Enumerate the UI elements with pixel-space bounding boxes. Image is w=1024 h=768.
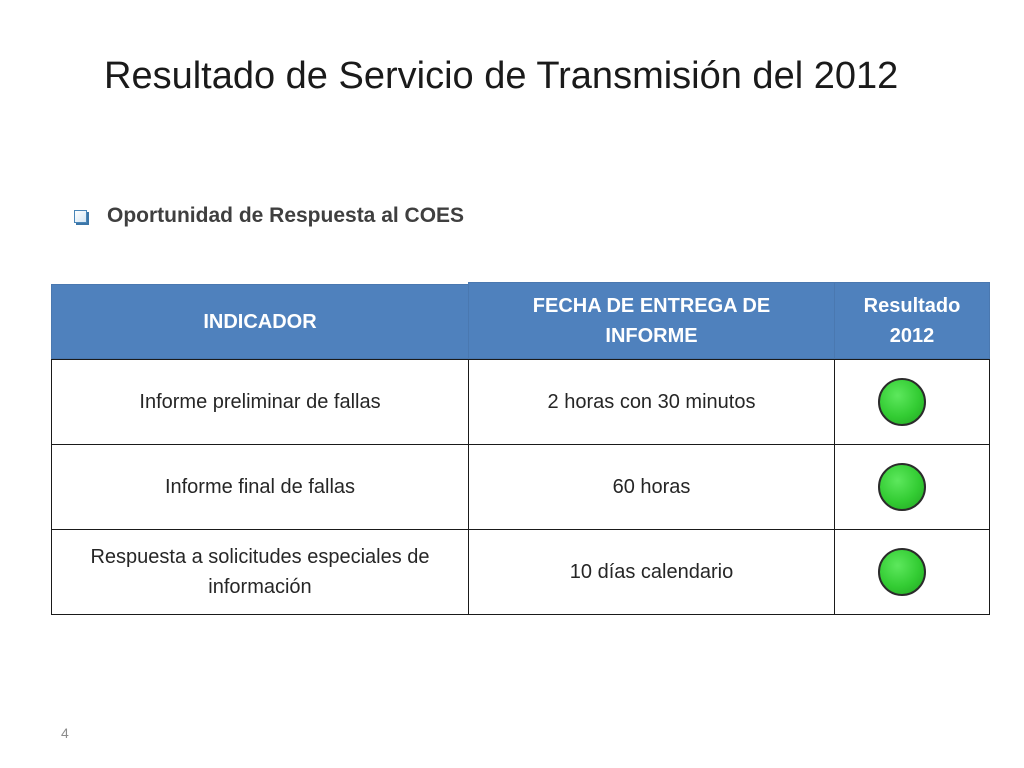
bullet-text: Oportunidad de Respuesta al COES (107, 204, 465, 227)
header-resultado-line2: 2012 (889, 324, 935, 347)
row-2-fecha-label: 60 horas (612, 476, 691, 498)
row-2-resultado (834, 444, 990, 530)
green-circle-icon (878, 378, 926, 426)
row-1-indicador: Informe preliminar de fallas (51, 359, 469, 445)
row-2-fecha: 60 horas (468, 444, 835, 530)
hollow-square-bullet-icon (74, 209, 87, 223)
row-3-resultado (834, 529, 990, 615)
header-resultado-line1: Resultado (863, 294, 961, 317)
page-number: 4 (61, 725, 69, 741)
header-fecha-line2: INFORME (605, 324, 698, 347)
slide-title: Resultado de Servicio de Transmisión del… (104, 55, 899, 97)
bullet-line: Oportunidad de Respuesta al COES (74, 201, 464, 231)
row-1-fecha: 2 horas con 30 minutos (468, 359, 835, 445)
header-resultado: Resultado 2012 (834, 282, 990, 359)
header-indicador-label: INDICADOR (203, 310, 317, 333)
row-3-indicador-line1: Respuesta a solicitudes especiales de (90, 546, 430, 568)
header-fecha: FECHA DE ENTREGA DE INFORME (468, 282, 835, 359)
row-1-fecha-label: 2 horas con 30 minutos (547, 391, 756, 413)
row-3-indicador: Respuesta a solicitudes especiales de in… (51, 529, 469, 615)
row-3-fecha: 10 días calendario (468, 529, 835, 615)
row-2-indicador: Informe final de fallas (51, 444, 469, 530)
green-circle-icon (878, 463, 926, 511)
row-3-fecha-label: 10 días calendario (569, 561, 734, 583)
green-circle-icon (878, 548, 926, 596)
row-3-indicador-line2: información (208, 576, 312, 598)
header-fecha-line1: FECHA DE ENTREGA DE (532, 294, 771, 317)
row-1-resultado (834, 359, 990, 445)
row-1-indicador-label: Informe preliminar de fallas (139, 391, 381, 413)
row-2-indicador-label: Informe final de fallas (164, 476, 356, 498)
header-indicador: INDICADOR (51, 284, 469, 359)
